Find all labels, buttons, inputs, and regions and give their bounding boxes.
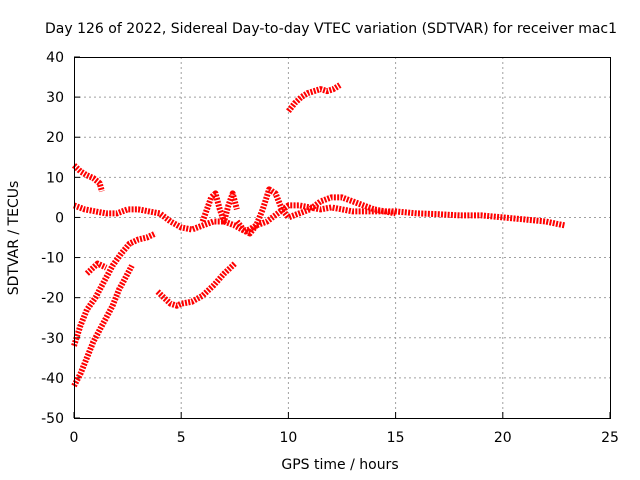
y-tick-label: -30 (41, 331, 64, 347)
y-tick-label: -50 (41, 411, 64, 427)
grid (73, 56, 611, 419)
y-tick-label: -20 (41, 291, 64, 307)
series-arc-4 (84, 260, 108, 276)
series-arc-7 (199, 190, 240, 225)
x-tick-label: 25 (601, 430, 619, 446)
x-tick-label: 10 (279, 430, 297, 446)
y-tick-label: 0 (55, 210, 64, 226)
y-tick-label: 40 (46, 50, 64, 66)
x-tick-label: 15 (387, 430, 405, 446)
series-arc-1 (71, 163, 105, 193)
tick-labels: 0 5 10 15 20 25 -50 -40 -30 -20 -10 0 10 20 30 40 (41, 50, 619, 446)
x-tick-label: 5 (177, 430, 186, 446)
x-axis-label: GPS time / hours (281, 457, 398, 473)
x-tick-label: 20 (494, 430, 512, 446)
series-layer (71, 82, 566, 388)
series-arc-9 (286, 82, 342, 114)
y-tick-label: -10 (41, 251, 64, 267)
y-tick-label: 30 (46, 90, 64, 106)
y-tick-label: 20 (46, 130, 64, 146)
series-arc-2 (72, 202, 566, 235)
y-tick-label: 10 (46, 170, 64, 186)
series-arc-5 (71, 264, 135, 388)
x-tick-label: 0 (70, 430, 79, 446)
y-axis-label: SDTVAR / TECUs (6, 181, 22, 296)
series-arc-8 (234, 186, 397, 237)
series-arc-6 (155, 261, 237, 309)
y-tick-label: -40 (41, 371, 64, 387)
series-arc-3 (71, 230, 157, 347)
chart-title: Day 126 of 2022, Sidereal Day-to-day VTE… (45, 21, 617, 37)
plot-frame (74, 57, 611, 419)
